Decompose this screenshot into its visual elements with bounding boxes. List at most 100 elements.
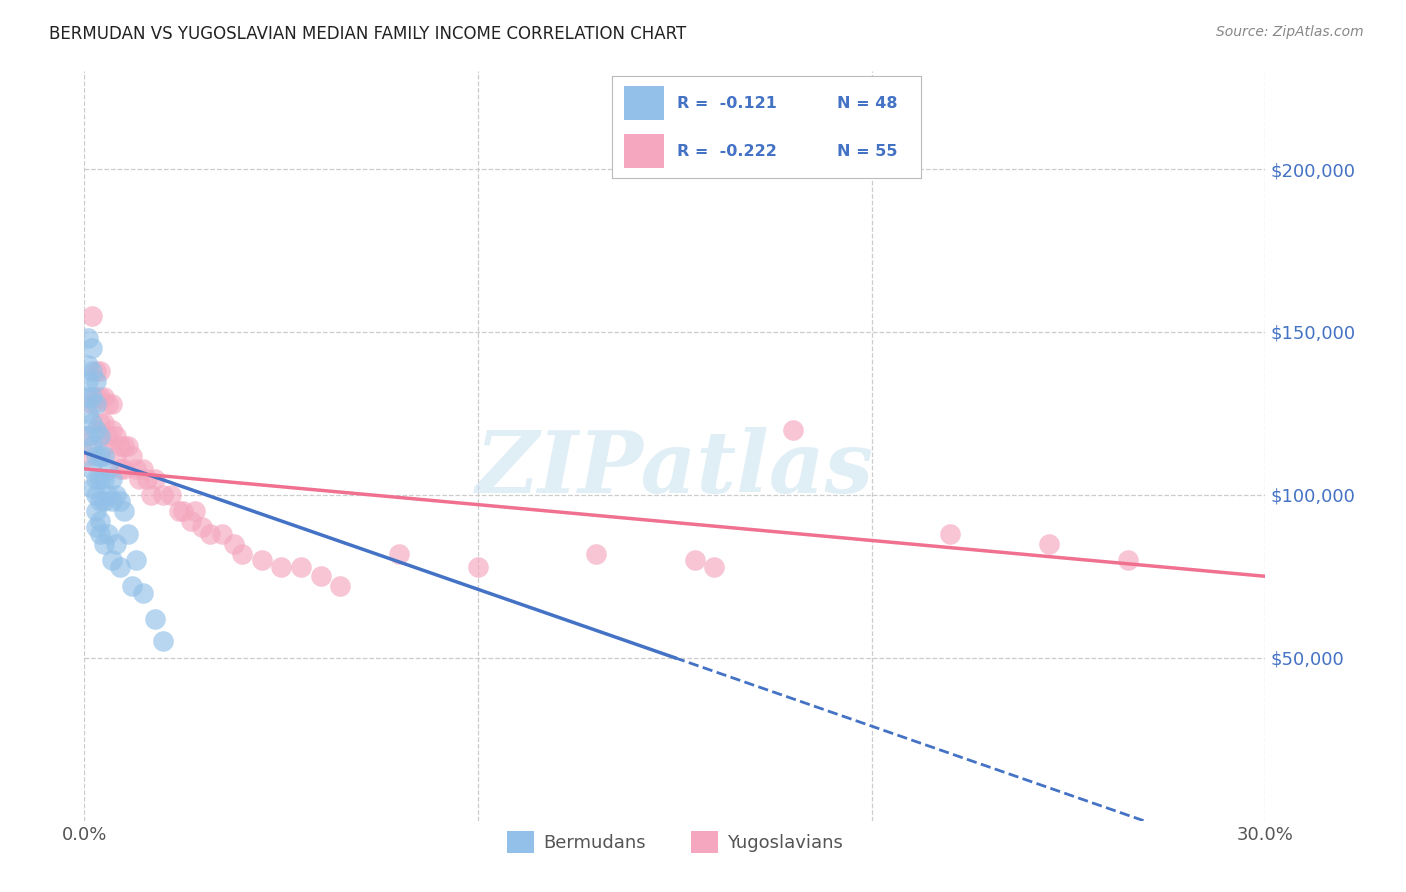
Point bbox=[108, 462, 131, 476]
Point bbox=[84, 449, 107, 463]
Point bbox=[89, 429, 111, 443]
Point bbox=[97, 488, 120, 502]
Point bbox=[152, 488, 174, 502]
Point bbox=[231, 547, 253, 561]
Point bbox=[89, 494, 111, 508]
Point bbox=[77, 358, 100, 372]
Point bbox=[84, 397, 107, 411]
Point bbox=[93, 449, 115, 463]
Point bbox=[211, 527, 233, 541]
Point bbox=[77, 374, 100, 388]
Point bbox=[180, 514, 202, 528]
Point bbox=[104, 537, 127, 551]
Point bbox=[84, 364, 107, 378]
Point bbox=[82, 462, 104, 476]
Point bbox=[290, 559, 312, 574]
Text: BERMUDAN VS YUGOSLAVIAN MEDIAN FAMILY INCOME CORRELATION CHART: BERMUDAN VS YUGOSLAVIAN MEDIAN FAMILY IN… bbox=[49, 25, 686, 43]
Point bbox=[121, 449, 143, 463]
Text: N = 55: N = 55 bbox=[838, 144, 898, 159]
Text: ZIPatlas: ZIPatlas bbox=[475, 426, 875, 510]
Point bbox=[132, 585, 155, 599]
Point bbox=[77, 406, 100, 420]
Point bbox=[108, 559, 131, 574]
Point bbox=[97, 397, 120, 411]
Point bbox=[101, 494, 124, 508]
Point bbox=[104, 449, 127, 463]
Point bbox=[143, 612, 166, 626]
Point bbox=[329, 579, 352, 593]
Point bbox=[112, 504, 135, 518]
Point bbox=[77, 331, 100, 345]
Point bbox=[82, 397, 104, 411]
Point bbox=[152, 634, 174, 648]
Point bbox=[222, 537, 245, 551]
Point bbox=[250, 553, 273, 567]
Point bbox=[82, 364, 104, 378]
Point bbox=[84, 374, 107, 388]
Point bbox=[84, 488, 107, 502]
Point bbox=[101, 472, 124, 486]
Point bbox=[82, 439, 104, 453]
Point bbox=[167, 504, 190, 518]
Bar bbox=[624, 135, 664, 168]
Point bbox=[82, 309, 104, 323]
Bar bbox=[624, 87, 664, 120]
Point bbox=[84, 423, 107, 437]
Point bbox=[270, 559, 292, 574]
Point bbox=[82, 416, 104, 430]
Text: Source: ZipAtlas.com: Source: ZipAtlas.com bbox=[1216, 25, 1364, 39]
Point bbox=[132, 462, 155, 476]
Point bbox=[183, 504, 205, 518]
Point bbox=[77, 429, 100, 443]
Point bbox=[97, 527, 120, 541]
Point bbox=[585, 547, 607, 561]
Point bbox=[89, 364, 111, 378]
Point bbox=[467, 559, 489, 574]
Point bbox=[104, 488, 127, 502]
Point bbox=[112, 439, 135, 453]
Legend: Bermudans, Yugoslavians: Bermudans, Yugoslavians bbox=[499, 824, 851, 860]
Point bbox=[200, 527, 222, 541]
Point bbox=[93, 390, 115, 404]
Point bbox=[97, 429, 120, 443]
Point bbox=[93, 494, 115, 508]
Point bbox=[89, 416, 111, 430]
Point bbox=[124, 462, 146, 476]
Point bbox=[939, 527, 962, 541]
Text: N = 48: N = 48 bbox=[838, 95, 898, 111]
Point bbox=[82, 481, 104, 495]
Point bbox=[191, 520, 214, 534]
Point bbox=[93, 537, 115, 551]
Point bbox=[77, 449, 100, 463]
Point bbox=[1116, 553, 1139, 567]
Point bbox=[160, 488, 183, 502]
Point bbox=[89, 527, 111, 541]
Point bbox=[84, 504, 107, 518]
Point bbox=[172, 504, 194, 518]
Point bbox=[117, 527, 139, 541]
Point bbox=[309, 569, 332, 583]
Point bbox=[108, 494, 131, 508]
Point bbox=[82, 341, 104, 355]
Point bbox=[108, 439, 131, 453]
Point bbox=[1038, 537, 1060, 551]
Point bbox=[124, 553, 146, 567]
Text: R =  -0.222: R = -0.222 bbox=[676, 144, 776, 159]
Point bbox=[89, 514, 111, 528]
Point bbox=[93, 416, 115, 430]
Text: R =  -0.121: R = -0.121 bbox=[676, 95, 776, 111]
Point bbox=[101, 553, 124, 567]
Point bbox=[89, 390, 111, 404]
Point bbox=[388, 547, 411, 561]
Point bbox=[84, 472, 107, 486]
Point bbox=[117, 439, 139, 453]
Point bbox=[782, 423, 804, 437]
Point bbox=[104, 429, 127, 443]
Point bbox=[93, 439, 115, 453]
Point bbox=[143, 472, 166, 486]
Point bbox=[112, 462, 135, 476]
Point bbox=[82, 390, 104, 404]
Point bbox=[683, 553, 706, 567]
Point bbox=[89, 449, 111, 463]
Point bbox=[97, 462, 120, 476]
